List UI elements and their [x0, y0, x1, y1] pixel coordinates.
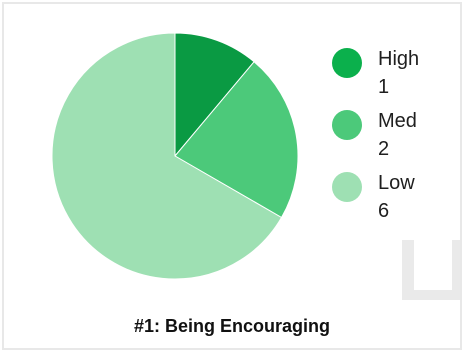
legend-item-med: Med 2: [332, 106, 460, 168]
legend-item-high: High 1: [332, 44, 460, 106]
legend-swatch-med: [332, 110, 362, 140]
legend-value-med: 2: [378, 138, 390, 160]
legend-item-low: Low 6: [332, 168, 460, 230]
chart-legend: High 1 Med 2 Low 6: [332, 44, 460, 230]
chart-title: #1: Being Encouraging: [133, 316, 331, 336]
pie-slice-high: [174, 32, 255, 158]
legend-value-low: 6: [378, 200, 390, 222]
legend-label-high: High: [378, 48, 420, 70]
legend-label-med: Med: [378, 110, 417, 132]
pie-chart: [51, 32, 299, 280]
legend-swatch-high: [332, 48, 362, 78]
pie-slice-low: [51, 32, 283, 280]
legend-swatch-low: [332, 172, 362, 202]
legend-value-high: 1: [378, 76, 390, 98]
legend-label-low: Low: [378, 172, 415, 194]
pie-slice-med: [174, 61, 299, 219]
